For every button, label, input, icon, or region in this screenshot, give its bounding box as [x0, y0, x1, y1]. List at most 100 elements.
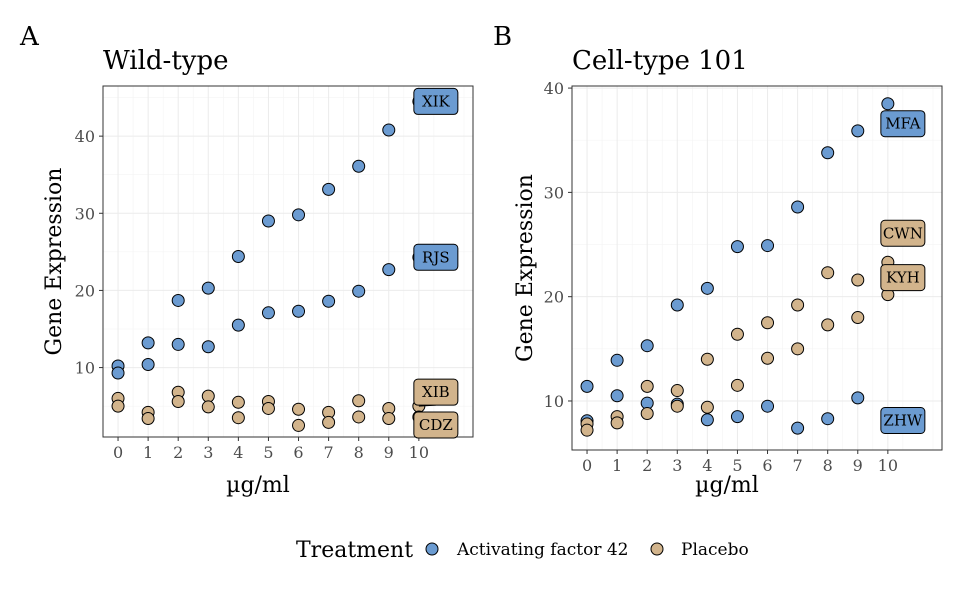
panel-b-x-tick-label: 4: [702, 456, 712, 475]
panel-b-x-tick-label: 9: [853, 456, 863, 475]
panel-b-point-kyh: [791, 342, 805, 356]
panel-b-point-kyh: [821, 318, 835, 332]
panel-a-point-xik: [382, 123, 396, 137]
panel-b-point-kyh: [580, 423, 594, 437]
panel-b-point-cwn: [851, 273, 865, 287]
panel-a-label-rjs: RJS: [422, 248, 450, 266]
panel-b-point-mfa: [881, 97, 895, 111]
panel-a-point-rjs: [201, 340, 215, 354]
panel-a-label-box-cdz: [413, 411, 459, 439]
panel-a-point-rjs: [292, 304, 306, 318]
panel-b-label-kyh: KYH: [886, 269, 920, 287]
panel-a-point-cdz: [382, 411, 396, 425]
panel-a-point-xik: [322, 182, 336, 196]
panel-b-point-zhw: [700, 413, 714, 427]
panel-a-x-tick-label: 8: [354, 443, 364, 462]
panel-a-x-tick-label: 9: [384, 443, 394, 462]
panel-b-point-mfa: [580, 379, 594, 393]
panel-a-point-xik: [261, 214, 275, 228]
panel-b-point-mfa: [730, 240, 744, 254]
panel-b-y-tick-label: 30: [544, 183, 564, 202]
panel-a-point-xib: [352, 394, 366, 408]
panel-a-point-rjs: [111, 366, 125, 380]
panel-b-point-kyh: [761, 351, 775, 365]
panel-a-x-tick-label: 4: [233, 443, 243, 462]
panel-a-point-rjs: [231, 318, 245, 332]
panel-a-label-box-xib: [413, 378, 459, 406]
panel-a-point-xik: [201, 281, 215, 295]
panel-b-point-cwn: [730, 327, 744, 341]
panel-a-point-xik: [292, 208, 306, 222]
panel-b-x-tick-label: 10: [878, 456, 898, 475]
panel-b-y-tick-label: 10: [544, 392, 564, 411]
panel-b-point-mfa: [821, 146, 835, 160]
legend-key-activating-factor-42: [425, 542, 439, 556]
panel-b-point-mfa: [761, 239, 775, 253]
panel-b-label-box-kyh: [880, 264, 926, 292]
panel-a-x-tick-label: 3: [203, 443, 213, 462]
panel-b-tag: B: [493, 22, 512, 52]
panel-a-point-cdz: [352, 410, 366, 424]
panel-a-y-axis-title: Gene Expression: [42, 168, 67, 356]
panel-a-y-tick-label: 40: [75, 127, 95, 146]
panel-b-point-mfa: [700, 281, 714, 295]
panel-a-point-rjs: [261, 306, 275, 320]
panel-a-point-cdz: [141, 411, 155, 425]
panel-a-point-cdz: [322, 415, 336, 429]
panel-a-label-box-rjs: [413, 243, 459, 271]
panel-a-point-xib: [231, 395, 245, 409]
panel-b-x-tick-label: 5: [732, 456, 742, 475]
panel-a-label-xik: XIK: [422, 92, 451, 110]
panel-b-x-tick-label: 6: [762, 456, 772, 475]
panel-a-point-rjs: [382, 263, 396, 277]
panel-b-x-axis-title: µg/ml: [695, 473, 759, 498]
panel-a-label-xib: XIB: [422, 383, 450, 401]
panel-b-plot-area: [572, 86, 942, 450]
panel-b-y-tick-label: 40: [544, 79, 564, 98]
panel-b-y-axis-title: Gene Expression: [513, 174, 538, 362]
panel-a-point-xib: [292, 402, 306, 416]
panel-b-point-mfa: [791, 200, 805, 214]
panel-b-label-cwn: CWN: [883, 224, 923, 242]
panel-a-label-box-xik: [413, 87, 459, 115]
panel-a-point-cdz: [231, 411, 245, 425]
panel-a-x-tick-label: 6: [293, 443, 303, 462]
panel-a-x-tick-label: 1: [143, 443, 153, 462]
panel-a-label-cdz: CDZ: [419, 416, 453, 434]
panel-a-point-rjs: [171, 337, 185, 351]
panel-a-point-xik: [171, 293, 185, 307]
panel-a-y-tick-label: 30: [75, 204, 95, 223]
panel-b-point-zhw: [610, 389, 624, 403]
panel-a-point-cdz: [111, 399, 125, 413]
panel-a-point-xib: [201, 389, 215, 403]
panel-b-point-mfa: [640, 339, 654, 353]
panel-b-x-tick-label: 2: [642, 456, 652, 475]
panel-a-point-rjs: [352, 284, 366, 298]
panel-a-x-tick-label: 5: [263, 443, 273, 462]
panel-a-plot-area: [103, 86, 473, 437]
panel-a-point-xik: [231, 249, 245, 263]
panel-a: 0 1 2 3 4 5 6 7 8 9 10 10 20 30 40 A Wild-type µg/ml Gene …: [19, 22, 474, 498]
panel-b-point-kyh: [610, 416, 624, 430]
panel-b-point-cwn: [791, 298, 805, 312]
panel-b-label-box-zhw: [880, 406, 926, 434]
panel-a-title: Wild-type: [103, 46, 229, 76]
panel-b-point-kyh: [700, 400, 714, 414]
panel-a-point-rjs: [141, 357, 155, 371]
panel-b-point-cwn: [700, 352, 714, 366]
panel-b-point-cwn: [821, 266, 835, 280]
panel-b-border: [571, 85, 943, 451]
panel-b: 0 1 2 3 4 5 6 7 8 9 10 10 20 30 40 B Cell-type 101 µg/ml G…: [493, 22, 943, 498]
panel-b-point-zhw: [761, 399, 775, 413]
panel-a-point-xik: [141, 336, 155, 350]
panel-b-point-zhw: [730, 410, 744, 424]
panel-b-y-tick-label: 20: [544, 288, 564, 307]
panel-b-point-cwn: [640, 379, 654, 393]
panel-a-point-xik: [352, 159, 366, 173]
panel-b-x-tick-label: 7: [793, 456, 803, 475]
panel-b-point-zhw: [851, 391, 865, 405]
panel-b-label-box-cwn: [880, 219, 926, 247]
panel-b-x-tick-label: 8: [823, 456, 833, 475]
panel-b-x-tick-label: 0: [582, 456, 592, 475]
